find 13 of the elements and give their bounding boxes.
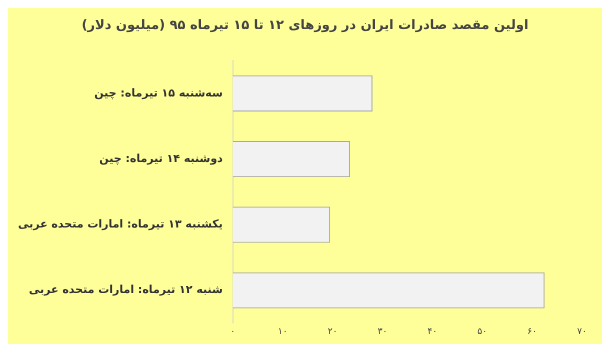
y-tick-label: یکشنبه ۱۳ تیرماه: امارات متحده عربی bbox=[18, 218, 223, 231]
x-tick-label: ۵۰ bbox=[477, 326, 488, 337]
y-tick-label: شنبه ۱۲ تیرماه: امارات متحده عربی bbox=[28, 283, 223, 296]
x-tick-label: ۳۰ bbox=[378, 326, 388, 337]
x-tick-label: ۴۰ bbox=[428, 326, 438, 337]
x-tick-label: ۲۰ bbox=[328, 326, 338, 337]
x-tick-label: ۱۰ bbox=[278, 326, 288, 337]
x-tick-label: ۷۰ bbox=[577, 326, 587, 337]
x-tick-label: ۶۰ bbox=[527, 326, 537, 337]
y-tick-label: دوشنبه ۱۴ تیرماه: چین bbox=[99, 152, 224, 165]
x-tick-label: ۰ bbox=[230, 326, 236, 337]
chart-title: اولین مقصد صادرات ایران در روزهای ۱۲ تا ۱۵ تیرماه ۹۵ (میلیون دلار) bbox=[80, 17, 530, 35]
y-tick-label: سه‌شنبه ۱۵ تیرماه: چین bbox=[94, 86, 223, 100]
